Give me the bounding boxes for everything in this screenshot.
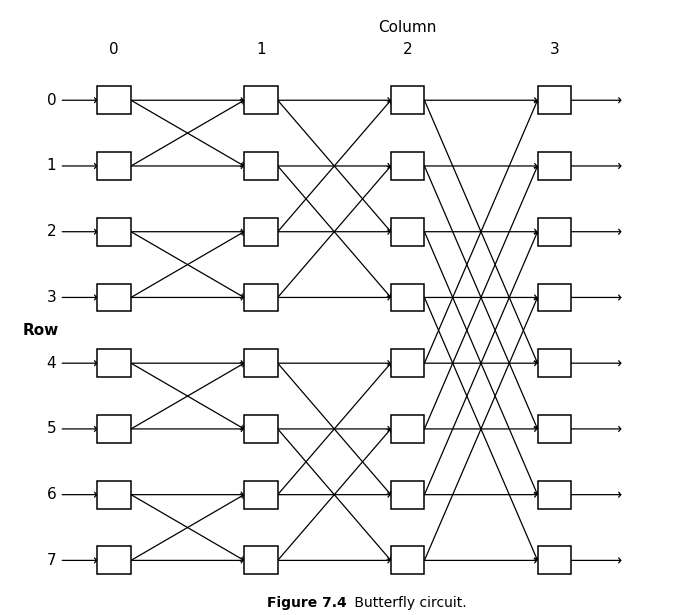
Bar bbox=[391, 349, 424, 377]
Text: 4: 4 bbox=[46, 355, 56, 371]
Bar bbox=[391, 481, 424, 509]
Bar bbox=[538, 349, 571, 377]
Bar bbox=[538, 481, 571, 509]
Bar bbox=[244, 481, 278, 509]
Bar bbox=[391, 284, 424, 311]
Bar bbox=[98, 481, 131, 509]
Bar bbox=[98, 415, 131, 443]
Text: 6: 6 bbox=[46, 487, 56, 502]
Bar bbox=[98, 284, 131, 311]
Text: Column: Column bbox=[378, 20, 437, 34]
Bar bbox=[538, 284, 571, 311]
Bar bbox=[244, 284, 278, 311]
Text: 7: 7 bbox=[46, 553, 56, 568]
Bar bbox=[391, 415, 424, 443]
Bar bbox=[244, 415, 278, 443]
Text: 0: 0 bbox=[109, 42, 119, 57]
Text: 0: 0 bbox=[46, 93, 56, 108]
Bar bbox=[98, 152, 131, 180]
Text: 2: 2 bbox=[46, 224, 56, 239]
Bar bbox=[244, 152, 278, 180]
Bar bbox=[538, 415, 571, 443]
Text: 2: 2 bbox=[403, 42, 412, 57]
Text: Row: Row bbox=[22, 323, 59, 338]
Bar bbox=[98, 218, 131, 245]
Text: 5: 5 bbox=[46, 421, 56, 437]
Bar bbox=[244, 547, 278, 574]
Text: 1: 1 bbox=[256, 42, 265, 57]
Text: Butterfly circuit.: Butterfly circuit. bbox=[349, 596, 466, 610]
Bar bbox=[98, 86, 131, 114]
Bar bbox=[538, 218, 571, 245]
Bar bbox=[244, 349, 278, 377]
Bar bbox=[391, 547, 424, 574]
Text: 1: 1 bbox=[46, 159, 56, 173]
Bar bbox=[98, 349, 131, 377]
Text: Figure 7.4: Figure 7.4 bbox=[267, 596, 346, 610]
Bar bbox=[98, 547, 131, 574]
Bar bbox=[391, 218, 424, 245]
Bar bbox=[244, 218, 278, 245]
Bar bbox=[538, 547, 571, 574]
Bar bbox=[244, 86, 278, 114]
Text: 3: 3 bbox=[550, 42, 559, 57]
Bar bbox=[391, 86, 424, 114]
Bar bbox=[538, 86, 571, 114]
Text: 3: 3 bbox=[46, 290, 56, 305]
Bar bbox=[538, 152, 571, 180]
Bar bbox=[391, 152, 424, 180]
